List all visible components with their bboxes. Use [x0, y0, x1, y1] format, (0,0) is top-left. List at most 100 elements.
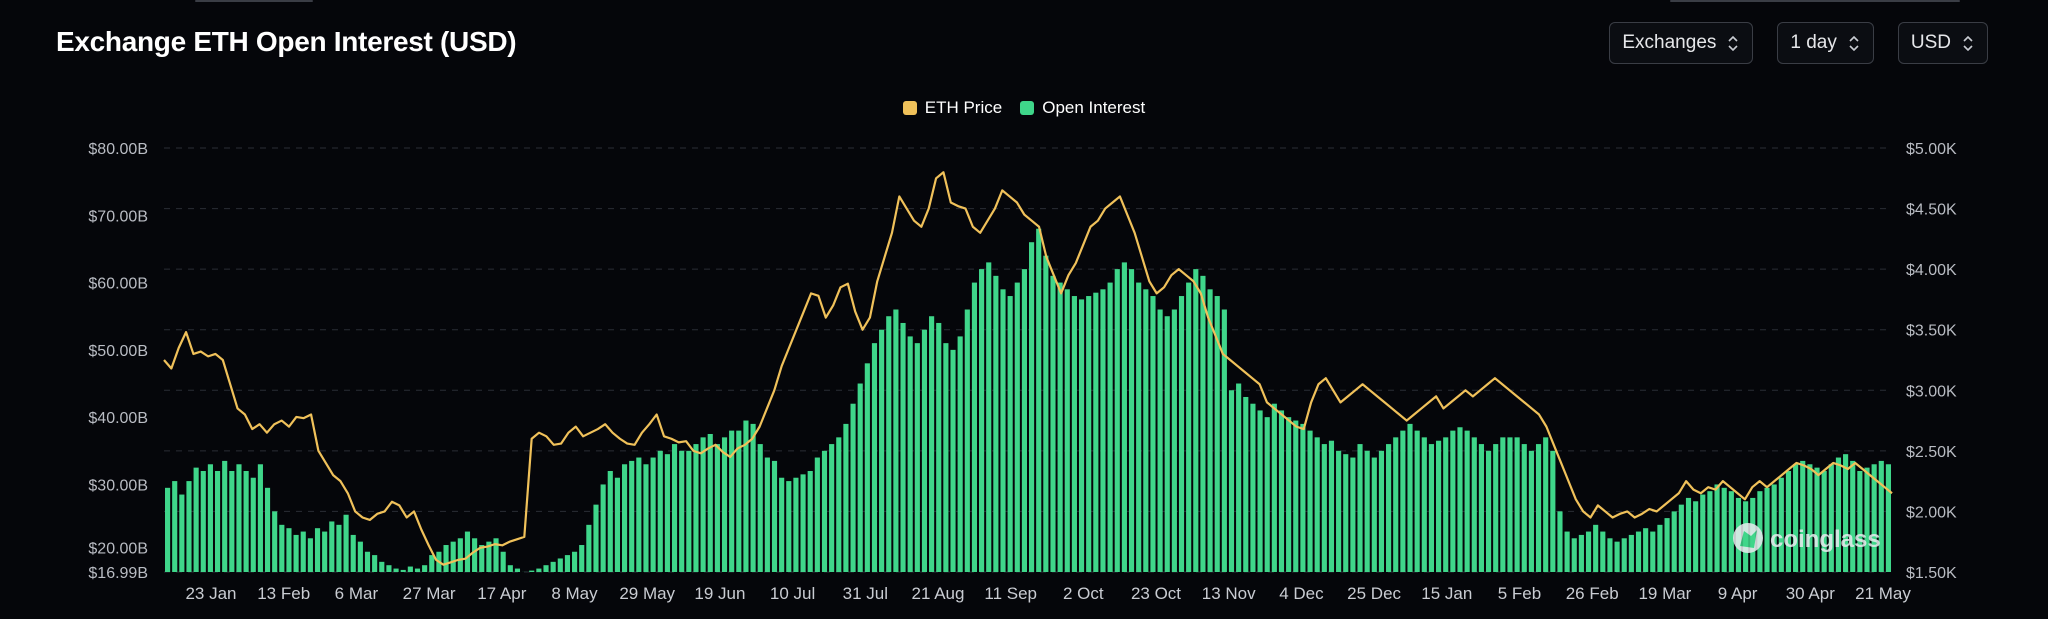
oi-bar — [1257, 410, 1263, 572]
oi-bar — [936, 322, 942, 572]
oi-bar — [179, 494, 185, 572]
sort-chevrons-icon — [1963, 35, 1973, 51]
oi-bar — [893, 309, 899, 572]
oi-bar — [193, 467, 199, 572]
oi-bar — [1157, 309, 1163, 572]
oi-bar — [929, 316, 935, 572]
oi-bar — [950, 349, 956, 572]
oi-bar — [1871, 464, 1877, 572]
oi-bar — [1471, 437, 1477, 572]
oi-bar — [707, 433, 713, 572]
currency-select[interactable]: USD — [1897, 22, 1988, 64]
oi-bar — [1143, 289, 1149, 572]
oi-bar — [943, 343, 949, 572]
oi-bar — [1564, 531, 1570, 572]
exchange-select[interactable]: Exchanges — [1609, 22, 1754, 64]
oi-bar — [729, 430, 735, 572]
oi-bar — [993, 275, 999, 572]
oi-bar — [1121, 262, 1127, 572]
oi-bar — [1635, 531, 1642, 572]
legend-item-open-interest[interactable]: Open Interest — [1020, 98, 1145, 118]
oi-bar — [1528, 450, 1534, 572]
oi-bar — [1178, 296, 1185, 572]
legend-label-oi: Open Interest — [1042, 98, 1146, 117]
oi-bar — [1450, 430, 1456, 572]
oi-bar — [771, 460, 778, 572]
coinglass-watermark: coinglass — [1733, 523, 1881, 553]
x-tick-label: 19 Mar — [1638, 584, 1691, 603]
oi-bar — [1278, 410, 1285, 572]
oi-bar — [629, 460, 635, 572]
oi-bar — [979, 269, 985, 572]
oi-bar — [1885, 464, 1891, 572]
oi-bar — [214, 471, 221, 572]
oi-bar — [1200, 275, 1206, 572]
oi-bar — [564, 555, 571, 572]
interval-select[interactable]: 1 day — [1777, 22, 1874, 64]
x-tick-label: 21 Aug — [912, 584, 965, 603]
oi-bar — [736, 430, 742, 572]
oi-bar — [914, 343, 920, 572]
oi-bar — [1407, 423, 1413, 572]
oi-bar — [400, 569, 406, 572]
oi-bar — [329, 521, 335, 572]
oi-bar — [429, 555, 435, 572]
oi-bar — [779, 477, 785, 572]
oi-bar — [671, 444, 678, 572]
x-tick-label: 25 Dec — [1347, 584, 1401, 603]
x-tick-label: 10 Jul — [770, 584, 815, 603]
left-y-tick-label: $70.00B — [88, 208, 148, 225]
oi-bar — [293, 534, 299, 572]
oi-bar — [1328, 440, 1335, 572]
oi-bar — [793, 477, 799, 572]
oi-bar — [1621, 538, 1627, 572]
oi-bar — [1128, 269, 1135, 572]
oi-bar — [350, 534, 356, 572]
oi-bar — [721, 437, 728, 572]
oi-bar — [1543, 437, 1549, 572]
oi-bar — [1021, 269, 1027, 572]
oi-bar — [300, 531, 306, 572]
oi-bar — [1785, 471, 1792, 572]
oi-bar — [1264, 417, 1270, 572]
oi-bar — [422, 565, 428, 572]
x-tick-label: 9 Apr — [1718, 584, 1758, 603]
x-axis: 23 Jan 13 Feb 6 Mar 27 Mar 17 Apr 8 May 29 May… — [185, 584, 1911, 603]
oi-bar — [507, 565, 513, 572]
oi-bar — [1250, 403, 1256, 572]
x-tick-label: 13 Nov — [1202, 584, 1256, 603]
oi-bar — [443, 545, 449, 572]
oi-bar — [1114, 269, 1120, 572]
oi-bar — [1485, 450, 1492, 572]
oi-bar — [1064, 289, 1070, 572]
oi-bar — [864, 363, 870, 572]
oi-bar — [529, 570, 535, 572]
oi-bar — [1321, 444, 1327, 572]
x-tick-label: 17 Apr — [477, 584, 526, 603]
oi-bar — [1136, 282, 1142, 572]
oi-bar — [1371, 457, 1377, 572]
oi-bar — [1043, 255, 1049, 573]
oi-bar — [1214, 296, 1220, 572]
oi-bar — [1357, 444, 1363, 572]
oi-bar — [1100, 289, 1106, 572]
currency-select-label: USD — [1910, 32, 1951, 53]
x-tick-label: 31 Jul — [843, 584, 888, 603]
left-y-tick-label: $50.00B — [88, 343, 148, 360]
oi-bar — [407, 566, 413, 572]
right-y-axis: $5.00K $4.50K $4.00K $3.50K $3.00K $2.50K $2.0… — [1906, 141, 1957, 582]
oi-bar — [1657, 524, 1663, 572]
sort-chevrons-icon — [1728, 35, 1738, 51]
oi-bar — [1228, 390, 1235, 572]
oi-bar — [286, 528, 292, 572]
oi-bar — [743, 420, 749, 572]
oi-bar — [850, 403, 856, 572]
x-tick-label: 26 Feb — [1566, 584, 1619, 603]
oi-bar — [1614, 541, 1620, 572]
oi-bar — [1793, 464, 1799, 572]
oi-bar — [807, 471, 813, 572]
oi-bar — [1057, 282, 1063, 572]
oi-bar — [1828, 464, 1834, 572]
legend-item-eth-price[interactable]: ETH Price — [902, 98, 1002, 118]
